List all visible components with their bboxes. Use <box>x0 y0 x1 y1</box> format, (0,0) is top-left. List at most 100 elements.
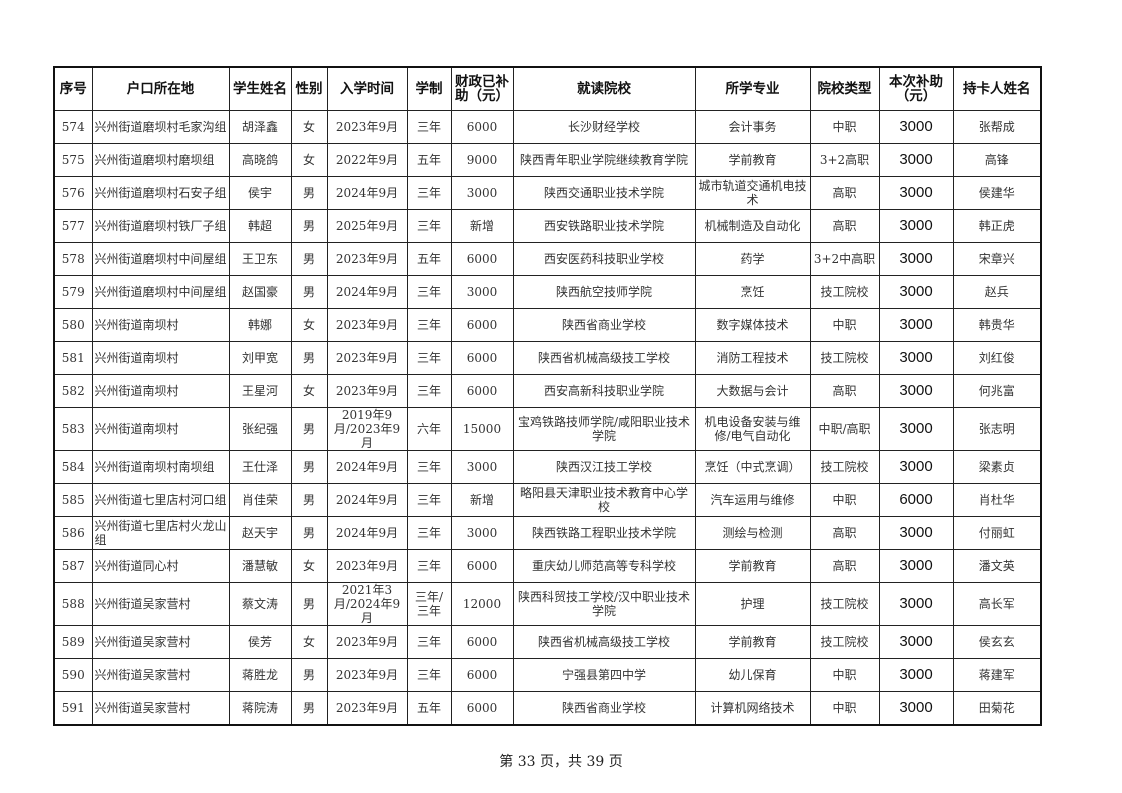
cell-seq: 584 <box>53 450 93 484</box>
cell-cardholder: 付丽虹 <box>952 516 1042 550</box>
cell-school-type: 中职 <box>809 658 880 692</box>
cell-current-subsidy: 3000 <box>878 691 954 726</box>
cell-seq: 585 <box>53 483 93 517</box>
cell-school: 陕西省商业学校 <box>512 308 696 342</box>
cell-major: 计算机网络技术 <box>694 691 811 726</box>
cell-seq: 588 <box>53 582 93 626</box>
cell-duration: 三年 <box>406 483 452 517</box>
cell-school: 陕西科贸技工学校/汉中职业技术学院 <box>512 582 696 626</box>
table-row: 575 兴州街道磨坝村磨坝组 高晓鸽女 2022年9月 五年 9000 陕西青年职业学院继续… <box>53 143 1042 177</box>
header-duration: 学制 <box>406 66 452 111</box>
cell-duration: 三年 <box>406 209 452 243</box>
cell-student-name: 韩超 <box>228 209 292 243</box>
cell-cardholder: 蒋建军 <box>952 658 1042 692</box>
cell-seq: 578 <box>53 242 93 276</box>
cell-enroll-date: 2023年9月 <box>326 110 408 144</box>
cell-cardholder: 赵兵 <box>952 275 1042 309</box>
cell-student-name: 高晓鸽 <box>228 143 292 177</box>
cell-student-name: 张纪强 <box>228 407 292 451</box>
cell-cardholder: 侯玄玄 <box>952 625 1042 659</box>
cell-seq: 581 <box>53 341 93 375</box>
cell-student-name: 肖佳荣 <box>228 483 292 517</box>
cell-major: 烹饪 <box>694 275 811 309</box>
cell-enroll-date: 2024年9月 <box>326 516 408 550</box>
cell-paid-subsidy: 6000 <box>450 549 514 583</box>
table-row: 576 兴州街道磨坝村石安子组 侯宇男 2024年9月 三年 3000 陕西交通职业技术学院… <box>53 176 1042 210</box>
cell-major: 烹饪（中式烹调） <box>694 450 811 484</box>
cell-school-type: 技工院校 <box>809 275 880 309</box>
cell-paid-subsidy: 3000 <box>450 516 514 550</box>
cell-seq: 575 <box>53 143 93 177</box>
cell-school: 西安铁路职业技术学院 <box>512 209 696 243</box>
cell-gender: 男 <box>290 582 328 626</box>
cell-school: 陕西青年职业学院继续教育学院 <box>512 143 696 177</box>
cell-duration: 三年 <box>406 275 452 309</box>
cell-address: 兴州街道同心村 <box>91 549 230 583</box>
cell-seq: 586 <box>53 516 93 550</box>
cell-student-name: 王卫东 <box>228 242 292 276</box>
cell-student-name: 侯芳 <box>228 625 292 659</box>
cell-student-name: 潘慧敏 <box>228 549 292 583</box>
cell-student-name: 胡泽鑫 <box>228 110 292 144</box>
cell-gender: 男 <box>290 341 328 375</box>
cell-gender: 女 <box>290 110 328 144</box>
cell-school: 略阳县天津职业技术教育中心学校 <box>512 483 696 517</box>
cell-seq: 582 <box>53 374 93 408</box>
cell-school: 陕西汉江技工学校 <box>512 450 696 484</box>
cell-school-type: 中职 <box>809 691 880 726</box>
cell-enroll-date: 2024年9月 <box>326 176 408 210</box>
cell-duration: 六年 <box>406 407 452 451</box>
cell-paid-subsidy: 15000 <box>450 407 514 451</box>
cell-major: 会计事务 <box>694 110 811 144</box>
cell-seq: 574 <box>53 110 93 144</box>
cell-school-type: 技工院校 <box>809 625 880 659</box>
cell-enroll-date: 2023年9月 <box>326 308 408 342</box>
table-row: 585 兴州街道七里店村河口组 肖佳荣男 2024年9月 三年 新增 略阳县天津职业技术教育… <box>53 483 1042 517</box>
cell-cardholder: 宋章兴 <box>952 242 1042 276</box>
header-cardholder: 持卡人姓名 <box>952 66 1042 111</box>
cell-seq: 580 <box>53 308 93 342</box>
cell-paid-subsidy: 3000 <box>450 176 514 210</box>
cell-school-type: 技工院校 <box>809 450 880 484</box>
cell-school-type: 中职 <box>809 110 880 144</box>
cell-current-subsidy: 3000 <box>878 209 954 243</box>
header-gender: 性别 <box>290 66 328 111</box>
cell-gender: 男 <box>290 275 328 309</box>
cell-paid-subsidy: 6000 <box>450 691 514 726</box>
cell-major: 学前教育 <box>694 625 811 659</box>
cell-student-name: 王星河 <box>228 374 292 408</box>
cell-gender: 女 <box>290 625 328 659</box>
cell-student-name: 赵国豪 <box>228 275 292 309</box>
cell-school: 陕西省商业学校 <box>512 691 696 726</box>
cell-address: 兴州街道吴家营村 <box>91 625 230 659</box>
cell-school-type: 3+2中高职 <box>809 242 880 276</box>
cell-seq: 589 <box>53 625 93 659</box>
cell-current-subsidy: 3000 <box>878 110 954 144</box>
header-current-subsidy: 本次补助（元） <box>878 66 954 111</box>
cell-cardholder: 梁素贞 <box>952 450 1042 484</box>
cell-major: 消防工程技术 <box>694 341 811 375</box>
cell-paid-subsidy: 6000 <box>450 625 514 659</box>
cell-gender: 男 <box>290 242 328 276</box>
cell-school: 长沙财经学校 <box>512 110 696 144</box>
cell-duration: 三年/三年 <box>406 582 452 626</box>
cell-seq: 591 <box>53 691 93 726</box>
cell-school: 西安高新科技职业学院 <box>512 374 696 408</box>
cell-current-subsidy: 3000 <box>878 308 954 342</box>
cell-major: 学前教育 <box>694 143 811 177</box>
cell-seq: 587 <box>53 549 93 583</box>
table-row: 582 兴州街道南坝村 王星河女 2023年9月 三年 6000 西安高新科技职业学院 大数据… <box>53 374 1042 408</box>
cell-paid-subsidy: 新增 <box>450 483 514 517</box>
cell-major: 机械制造及自动化 <box>694 209 811 243</box>
cell-enroll-date: 2023年9月 <box>326 658 408 692</box>
cell-gender: 男 <box>290 658 328 692</box>
cell-paid-subsidy: 9000 <box>450 143 514 177</box>
cell-seq: 577 <box>53 209 93 243</box>
cell-paid-subsidy: 新增 <box>450 209 514 243</box>
cell-school-type: 高职 <box>809 176 880 210</box>
cell-student-name: 蔡文涛 <box>228 582 292 626</box>
cell-gender: 男 <box>290 450 328 484</box>
cell-current-subsidy: 3000 <box>878 407 954 451</box>
cell-seq: 576 <box>53 176 93 210</box>
cell-school: 陕西省机械高级技工学校 <box>512 625 696 659</box>
